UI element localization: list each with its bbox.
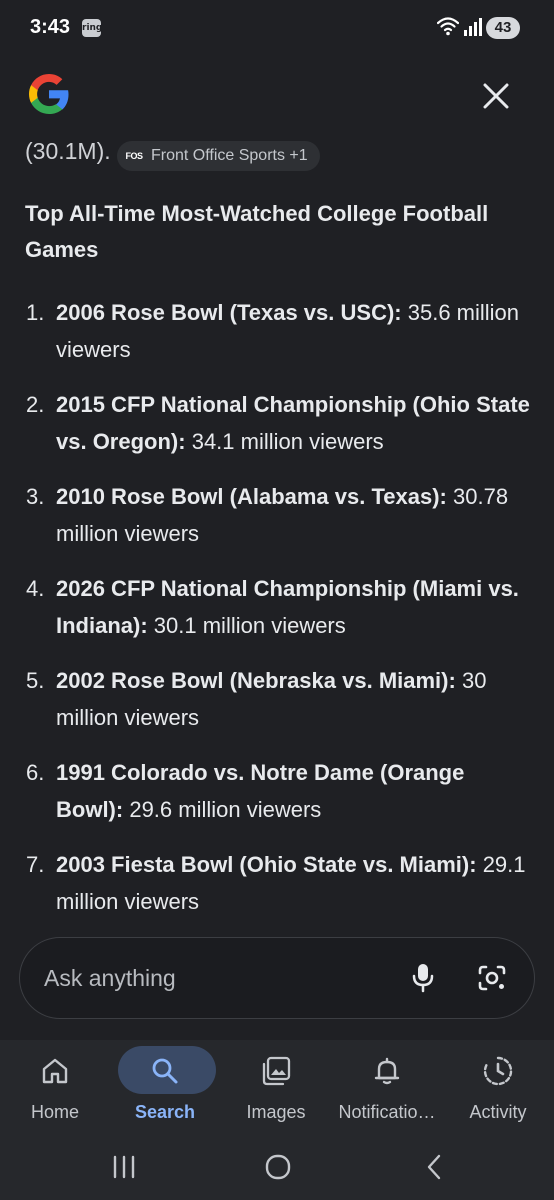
nav-notifications[interactable]: Notificatio… — [332, 1040, 442, 1136]
home-button[interactable] — [258, 1150, 298, 1184]
nav-home[interactable]: Home — [0, 1040, 110, 1136]
item-text: 2002 Rose Bowl (Nebraska vs. Miami): 30 … — [56, 662, 536, 736]
signal-icon — [463, 17, 483, 42]
source-chip-label: Front Office Sports +1 — [151, 147, 308, 164]
item-text: 2010 Rose Bowl (Alabama vs. Texas): 30.7… — [56, 478, 536, 552]
voice-search-button[interactable] — [403, 958, 443, 998]
item-number: 2. — [26, 392, 45, 417]
fos-logo: FOS — [125, 151, 143, 161]
nav-activity-label: Activity — [469, 1102, 527, 1122]
item-title: 2006 Rose Bowl (Texas vs. USC): — [56, 300, 402, 325]
item-number: 5. — [26, 668, 45, 693]
item-number: 7. — [26, 852, 45, 877]
item-text: 2015 CFP National Championship (Ohio Sta… — [56, 386, 536, 460]
item-detail: 34.1 million viewers — [191, 429, 384, 454]
list-item: 2. 2015 CFP National Championship (Ohio … — [0, 386, 554, 460]
close-button[interactable] — [476, 76, 516, 116]
close-icon — [483, 83, 509, 109]
item-detail: 29.1 million viewers — [56, 852, 526, 914]
nav-search-label: Search — [134, 1102, 196, 1122]
ring-app-icon: ring — [82, 19, 102, 37]
item-text: 1991 Colorado vs. Notre Dame (Orange Bow… — [56, 754, 536, 828]
item-title: 2002 Rose Bowl (Nebraska vs. Miami): — [56, 668, 456, 693]
nav-images-label: Images — [246, 1102, 306, 1122]
google-g-logo[interactable] — [24, 69, 74, 124]
activity-icon — [478, 1054, 518, 1088]
item-detail: 30.78 million viewers — [56, 484, 509, 546]
bottom-navigation: Home Search Images — [0, 1040, 554, 1136]
nav-search[interactable]: Search — [110, 1040, 220, 1136]
active-indicator — [118, 1046, 216, 1094]
ask-input[interactable]: Ask anything — [19, 937, 535, 1019]
source-chip[interactable]: FOS Front Office Sports +1 — [117, 141, 320, 171]
list-item: 6. 1991 Colorado vs. Notre Dame (Orange … — [0, 754, 554, 828]
nav-home-label: Home — [30, 1102, 79, 1122]
item-title: 2010 Rose Bowl (Alabama vs. Texas): — [56, 484, 447, 509]
item-number: 3. — [26, 484, 45, 509]
item-detail: 30.1 million viewers — [153, 613, 346, 638]
list-item: 7. 2003 Fiesta Bowl (Ohio State vs. Miam… — [0, 846, 554, 920]
section-heading: Top All-Time Most-Watched College Footba… — [25, 201, 489, 262]
back-button[interactable] — [414, 1150, 454, 1184]
recent-apps-icon — [113, 1155, 135, 1179]
item-number: 1. — [26, 300, 45, 325]
item-title: 2026 CFP National Championship (Miami vs… — [56, 576, 519, 638]
item-text: 2003 Fiesta Bowl (Ohio State vs. Miami):… — [56, 846, 536, 920]
ask-placeholder: Ask anything — [44, 965, 176, 991]
back-icon — [427, 1154, 441, 1180]
item-text: 2026 CFP National Championship (Miami vs… — [56, 570, 536, 644]
item-detail: 29.6 million viewers — [129, 797, 322, 822]
status-bar: 3:43 ring 43 — [0, 0, 554, 58]
recent-apps-button[interactable] — [104, 1150, 144, 1184]
list-item: 4. 2026 CFP National Championship (Miami… — [0, 570, 554, 644]
item-detail: 30 million viewers — [56, 668, 487, 730]
search-icon — [145, 1054, 185, 1088]
item-text: 2006 Rose Bowl (Texas vs. USC): 35.6 mil… — [56, 294, 536, 368]
item-number: 4. — [26, 576, 45, 601]
camera-lens-icon — [478, 965, 506, 991]
nav-notifications-label: Notificatio… — [338, 1102, 436, 1122]
list-item: 3. 2010 Rose Bowl (Alabama vs. Texas): 3… — [0, 478, 554, 552]
item-title: 1991 Colorado vs. Notre Dame (Orange Bow… — [56, 760, 465, 822]
home-circle-icon — [265, 1154, 291, 1180]
lens-search-button[interactable] — [472, 958, 512, 998]
item-title: 2015 CFP National Championship (Ohio Sta… — [56, 392, 530, 454]
wifi-icon — [436, 17, 460, 42]
nav-activity[interactable]: Activity — [443, 1040, 553, 1136]
item-number: 6. — [26, 760, 45, 785]
clipped-text: (30.1M). — [25, 138, 111, 164]
bell-icon — [367, 1054, 407, 1088]
home-icon — [35, 1054, 75, 1088]
system-navigation-bar — [0, 1136, 554, 1200]
status-time: 3:43 — [30, 16, 71, 38]
answer-content: (30.1M). FOS Front Office Sports +1 Top … — [0, 130, 554, 930]
list-item: 5. 2002 Rose Bowl (Nebraska vs. Miami): … — [0, 662, 554, 736]
list-item: 1. 2006 Rose Bowl (Texas vs. USC): 35.6 … — [0, 294, 554, 368]
battery-icon: 43 — [486, 17, 520, 39]
images-icon — [256, 1054, 296, 1088]
item-detail: 35.6 million viewers — [56, 300, 520, 362]
microphone-icon — [412, 964, 434, 993]
nav-images[interactable]: Images — [221, 1040, 331, 1136]
item-title: 2003 Fiesta Bowl (Ohio State vs. Miami): — [56, 852, 477, 877]
